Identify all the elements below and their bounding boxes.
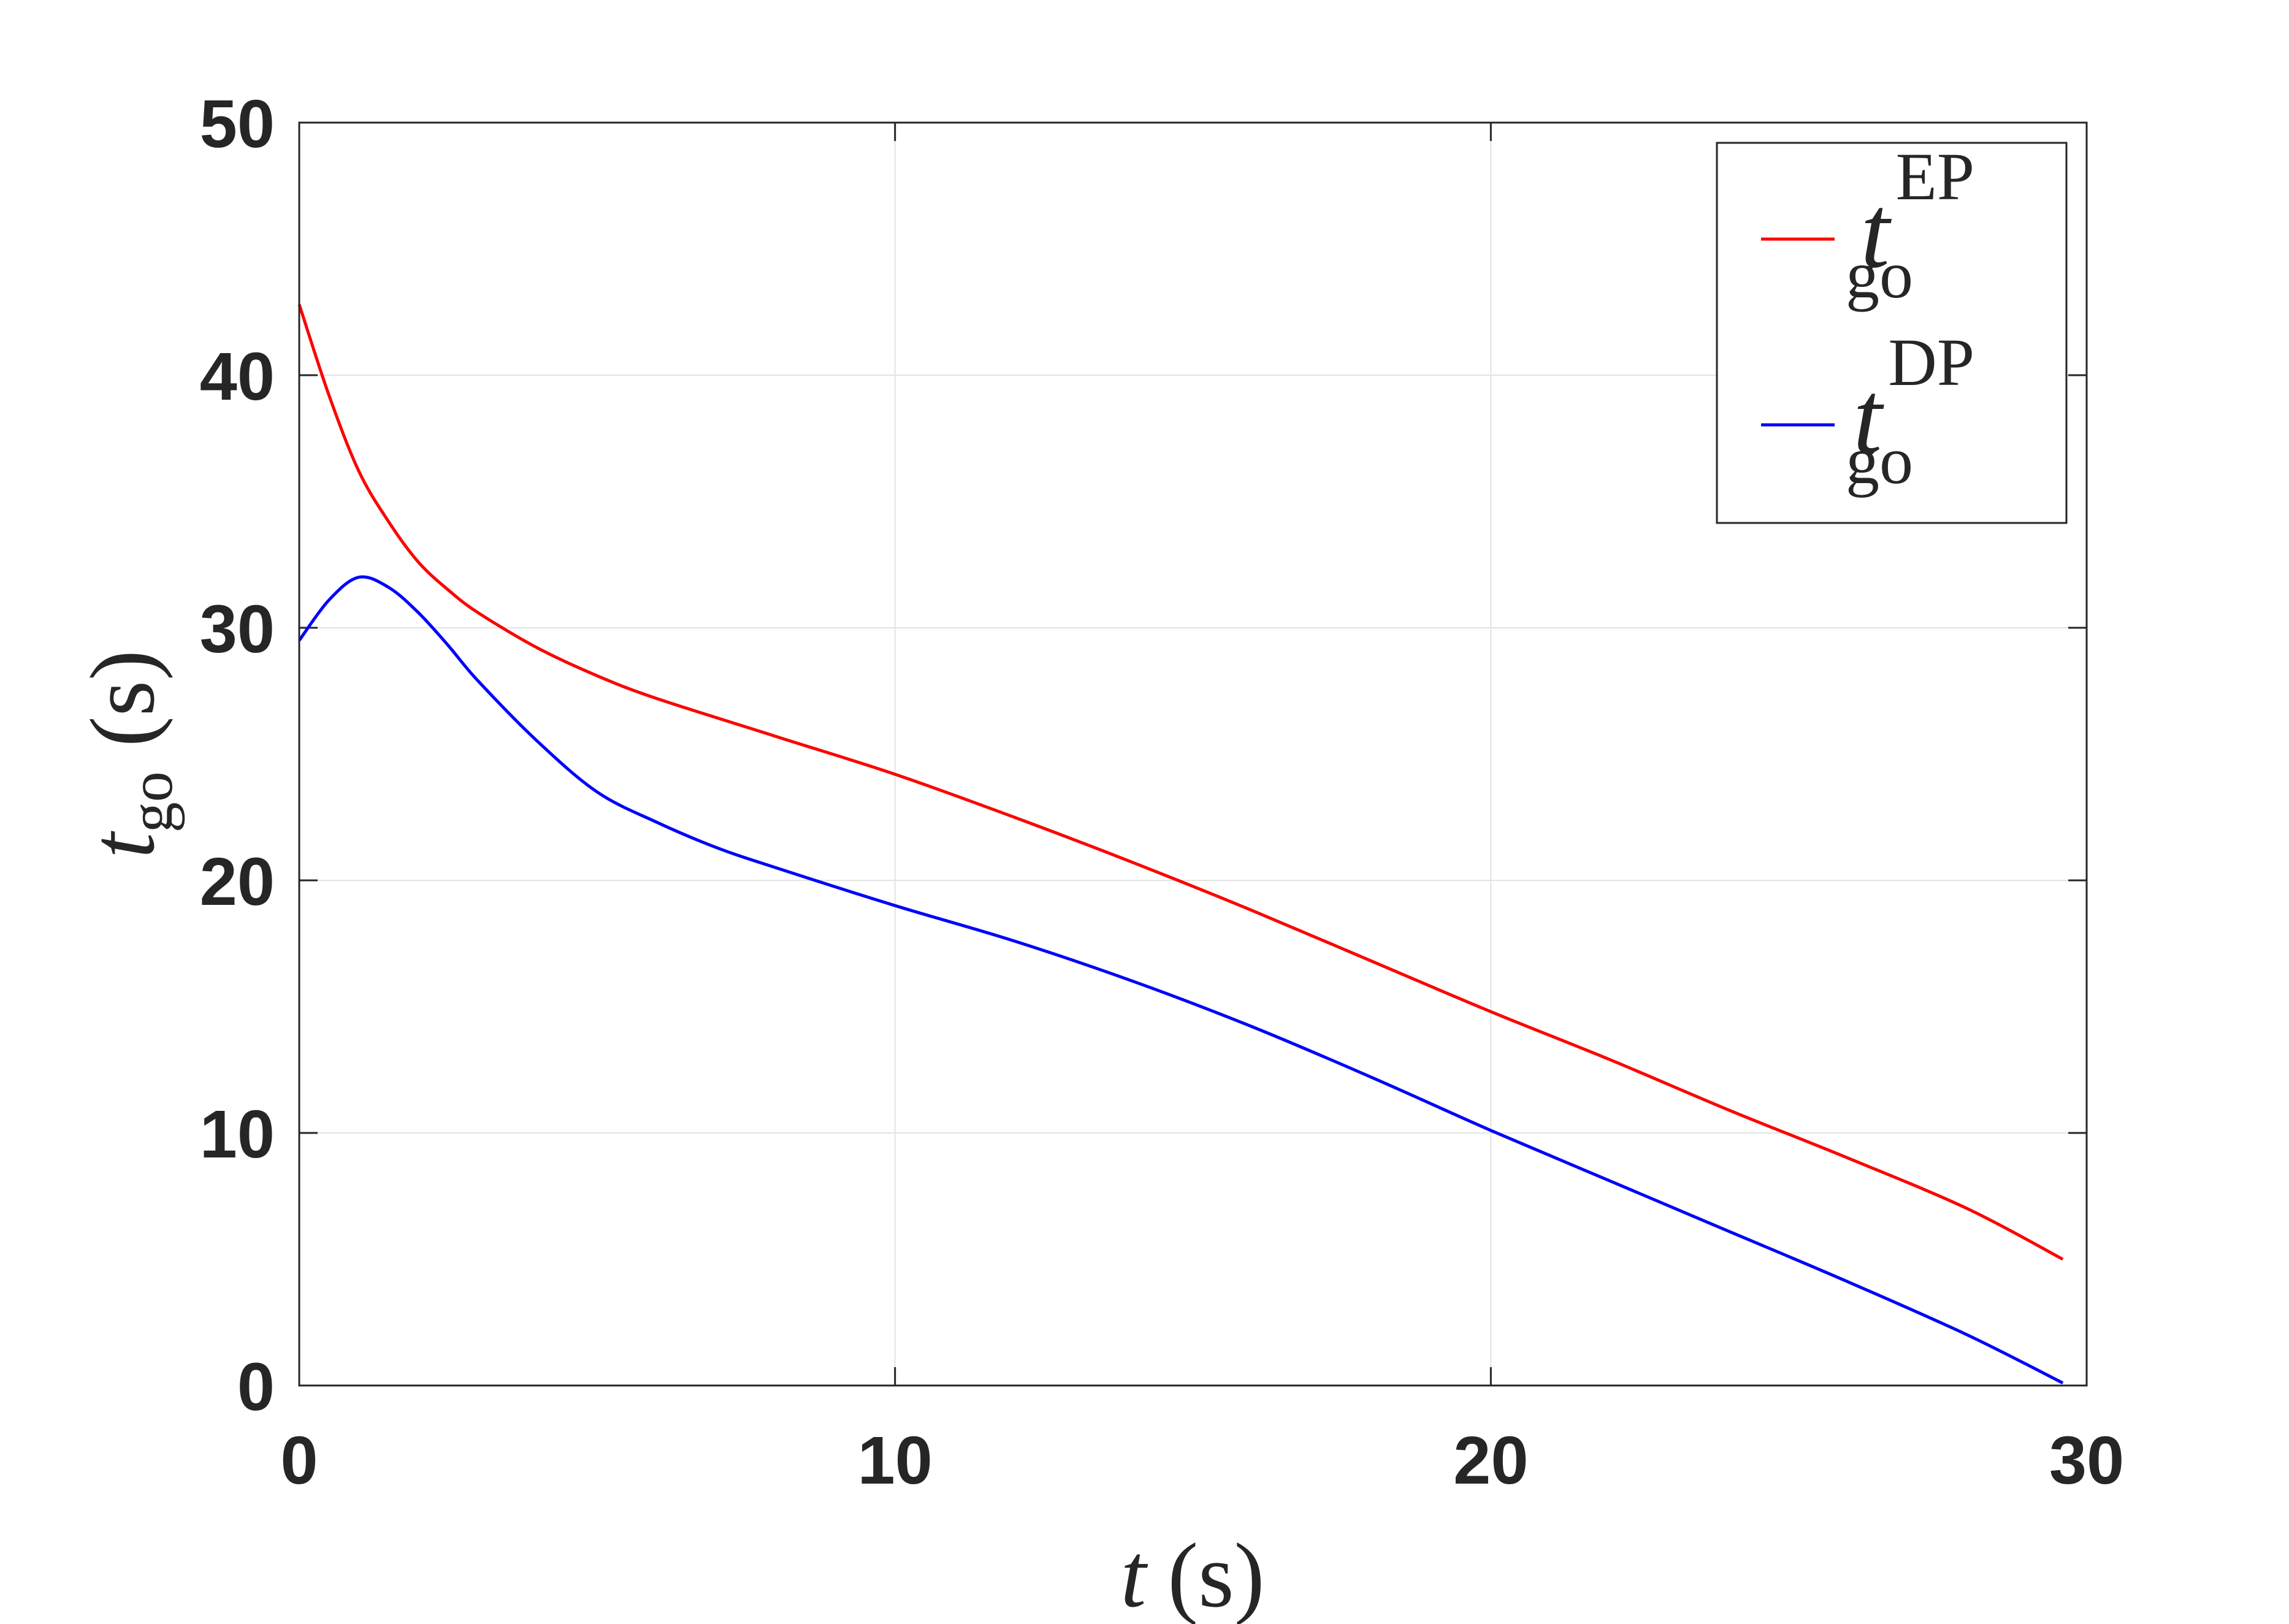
y-tick-label: 30 xyxy=(200,592,275,667)
legend-ep-var: t xyxy=(1860,174,1892,289)
legend-dp-var: t xyxy=(1853,360,1884,475)
tick-labels: 0 10 20 30 0 10 20 30 40 50 xyxy=(200,86,2125,1498)
series-line-ep xyxy=(297,303,2064,1261)
plot-frame xyxy=(298,121,2088,1387)
legend-dp-sub: go xyxy=(1846,423,1913,498)
y-tick-label: 20 xyxy=(200,844,275,920)
x-tick-label: 20 xyxy=(1453,1423,1528,1498)
y-axis-label: tgo (s) xyxy=(72,650,185,858)
y-axis-label-var: t xyxy=(72,831,174,858)
x-tick-label: 0 xyxy=(280,1423,318,1498)
y-tick-label: 50 xyxy=(200,86,275,162)
y-axis-label-unit: (s) xyxy=(72,650,174,747)
x-tick-label: 10 xyxy=(857,1423,932,1498)
legend: tEP go tDP go xyxy=(1716,139,2068,524)
series-layer xyxy=(297,303,2064,1385)
x-axis-label: t (s) xyxy=(1121,1525,1265,1624)
legend-label-dp: tDP go xyxy=(1846,325,1974,498)
legend-box xyxy=(1716,142,2068,524)
y-axis-label-sub: go xyxy=(117,771,185,833)
legend-label-ep: tEP go xyxy=(1846,139,1974,312)
y-tick-label: 10 xyxy=(200,1097,275,1172)
series-line-dp xyxy=(297,575,2064,1385)
x-axis-label-unit: (s) xyxy=(1167,1525,1264,1624)
legend-ep-sub: go xyxy=(1846,237,1913,312)
legend-dp-sup: DP xyxy=(1888,325,1974,400)
x-axis-label-var: t xyxy=(1121,1525,1148,1624)
legend-ep-sup: EP xyxy=(1896,139,1974,214)
y-tick-label: 40 xyxy=(200,339,275,414)
y-tick-label: 0 xyxy=(237,1349,275,1425)
x-tick-label: 30 xyxy=(2049,1423,2124,1498)
